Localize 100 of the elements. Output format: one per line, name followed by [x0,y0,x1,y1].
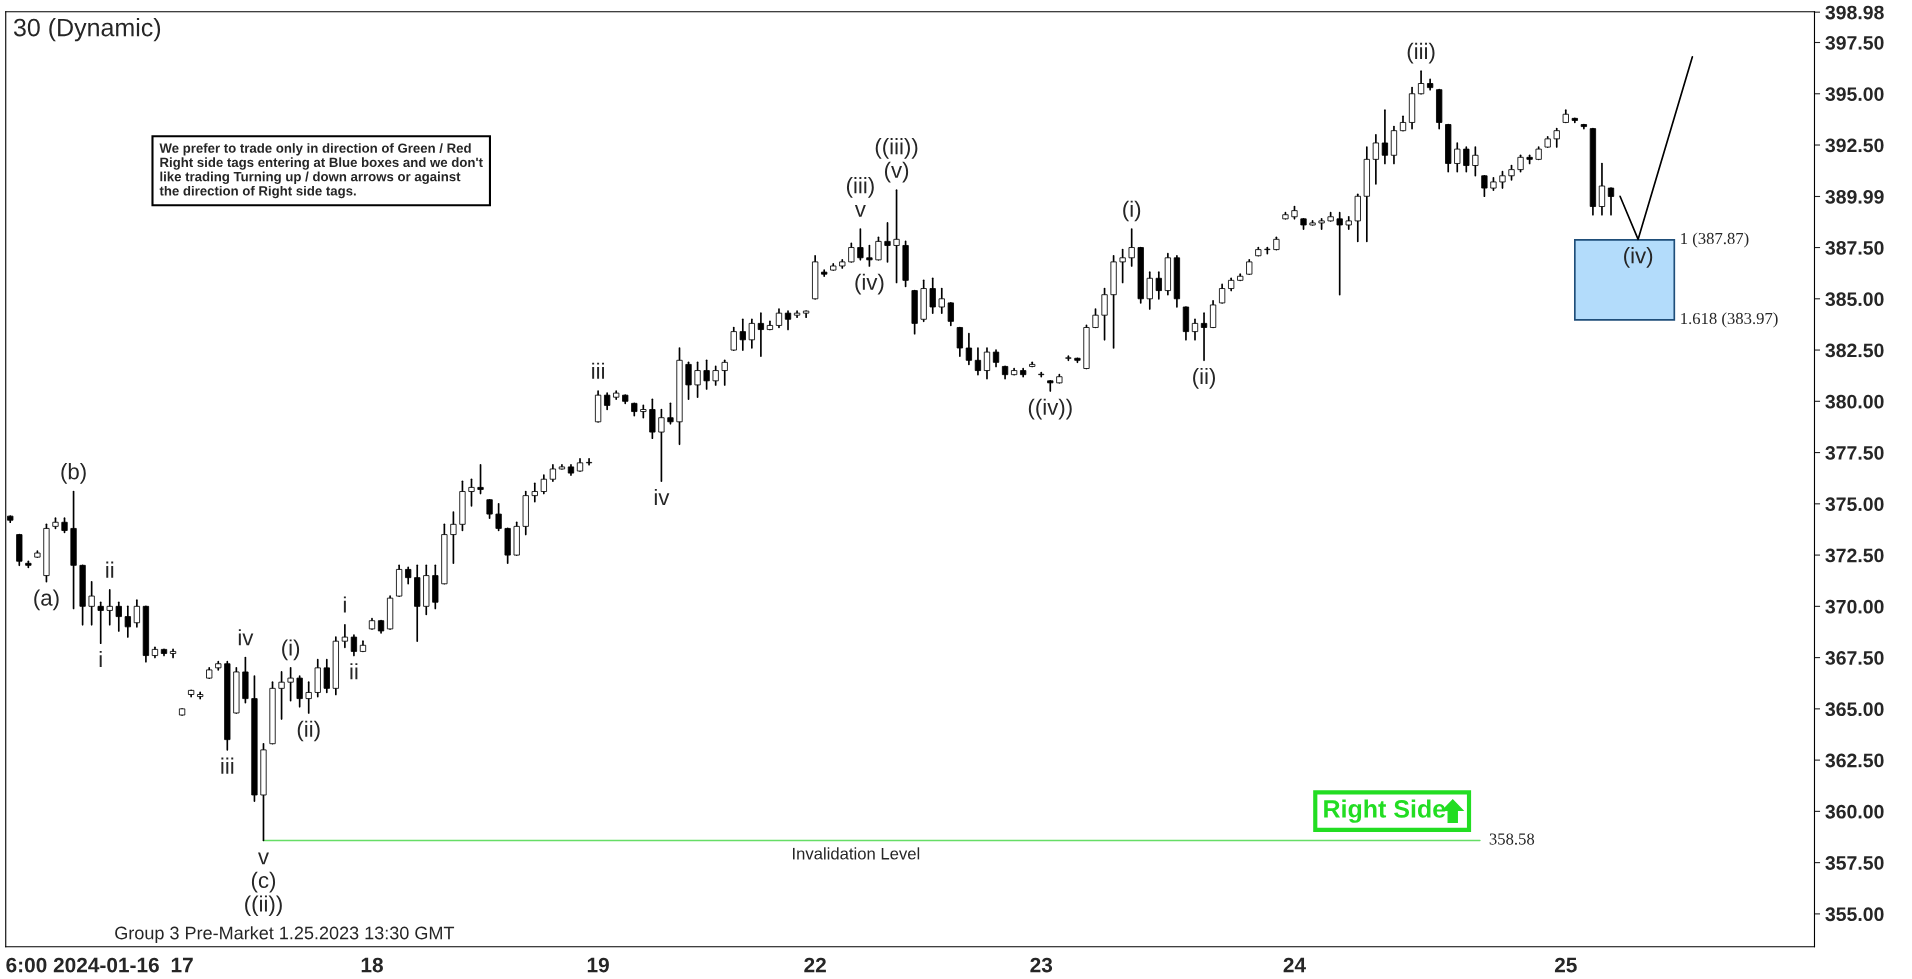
annotation: Right Side [1324,799,1446,823]
candlestick [1336,211,1343,296]
candlestick [739,318,746,351]
candlestick [1191,318,1199,341]
y-tick-label: 360.00 [1825,804,1884,819]
candlestick [893,189,900,284]
candlestick [1553,127,1560,148]
y-tick-label: 397.50 [1825,35,1884,50]
candlestick [884,222,891,263]
candlestick [775,308,783,329]
candlestick [748,318,755,349]
candlestick [540,474,547,495]
candlestick [640,404,647,419]
ref-line-label: 358.58 [1489,833,1535,845]
annotation: v [854,205,866,217]
candlestick [106,589,113,626]
candlestick [296,675,303,708]
y-tick-label: 398.98 [1825,5,1884,20]
y-tick-label: 365.00 [1825,702,1884,717]
candlestick [730,326,737,351]
candlestick [947,302,954,327]
candlestick [1092,308,1099,329]
annotation: (iv) [1624,247,1653,268]
candlestick [1607,187,1615,216]
candlestick [956,326,963,358]
candlestick [721,359,728,386]
annotation: (a) [34,589,59,611]
candlestick [323,658,330,694]
candlestick [1155,271,1162,300]
annotation: (iii) [1407,42,1435,64]
annotation: (i) [282,639,300,661]
candlestick [1454,142,1461,173]
candlestick [1481,174,1488,198]
candlestick [1128,228,1135,267]
x-tick-label: 17 [171,957,193,973]
x-tick-label: 18 [361,957,383,973]
candlestick [658,408,665,483]
candlestick [341,623,349,649]
annotation: i [343,596,346,613]
annotation: ii [106,561,114,578]
annotation: 1.618 (383.97) [1681,312,1778,328]
y-tick-label: 372.50 [1825,548,1884,563]
annotation: ((iv)) [1028,398,1072,420]
candlestick [703,359,710,390]
candlestick [1101,287,1108,341]
annotation: 1 (387.87) [1681,232,1749,248]
candlestick [1463,146,1470,173]
annotation: (ii) [1193,368,1215,389]
y-tick-label: 387.50 [1825,241,1884,255]
candlestick [468,478,475,507]
x-tick-label: 19 [587,957,609,973]
candlestick [287,667,294,702]
annotation: ii [350,663,358,680]
y-tick-label: 355.00 [1825,907,1884,922]
candlestick [757,312,765,358]
candlestick [848,242,855,263]
annotation: (i) [1123,200,1141,222]
y-tick-label: 357.50 [1825,856,1884,870]
annotation: (v) [884,161,909,183]
candlestick [938,287,945,314]
candlestick [1372,133,1379,185]
annotation: iii [221,757,234,774]
y-tick-label: 370.00 [1825,599,1884,614]
candlestick [278,671,285,720]
x-tick-label: 22 [804,957,826,973]
candlestick [974,347,982,376]
candlestick [866,244,873,267]
candlestick [450,511,457,565]
y-tick-label: 392.50 [1825,138,1884,153]
candlestick [649,398,656,440]
candlestick [88,580,95,626]
annotation: v [258,852,269,865]
candlestick [477,464,484,495]
candlestick [1218,283,1226,304]
y-tick-label: 367.50 [1825,651,1884,665]
candlestick [712,365,719,386]
annotation: Group 3 Pre-Market 1.25.2023 13:30 GMT [115,926,455,943]
annotation: ((iii)) [875,138,918,159]
candlestick [486,498,493,520]
candlestick [531,482,538,503]
candlestick [694,361,701,399]
candlestick [1472,146,1479,177]
annotation: iv [238,629,254,646]
candlestick [495,502,502,532]
candlestick [965,332,973,366]
candlestick [124,605,131,638]
y-tick-label: 382.50 [1825,343,1884,358]
x-tick-label: 23 [1030,957,1053,973]
annotation: ((ii)) [245,895,282,917]
x-tick-label: 6:00 2024-01-16 [6,957,159,973]
candlestick [133,599,140,628]
annotation: iii [592,362,605,379]
annotation: (iii) [846,177,874,198]
candlestick [1200,312,1208,362]
candlestick [115,601,122,632]
candlestick [1119,248,1126,284]
y-tick-label: 395.00 [1825,87,1884,102]
candlestick [857,228,864,261]
y-tick-label: 380.00 [1825,394,1884,409]
x-tick-label: 24 [1283,957,1306,973]
